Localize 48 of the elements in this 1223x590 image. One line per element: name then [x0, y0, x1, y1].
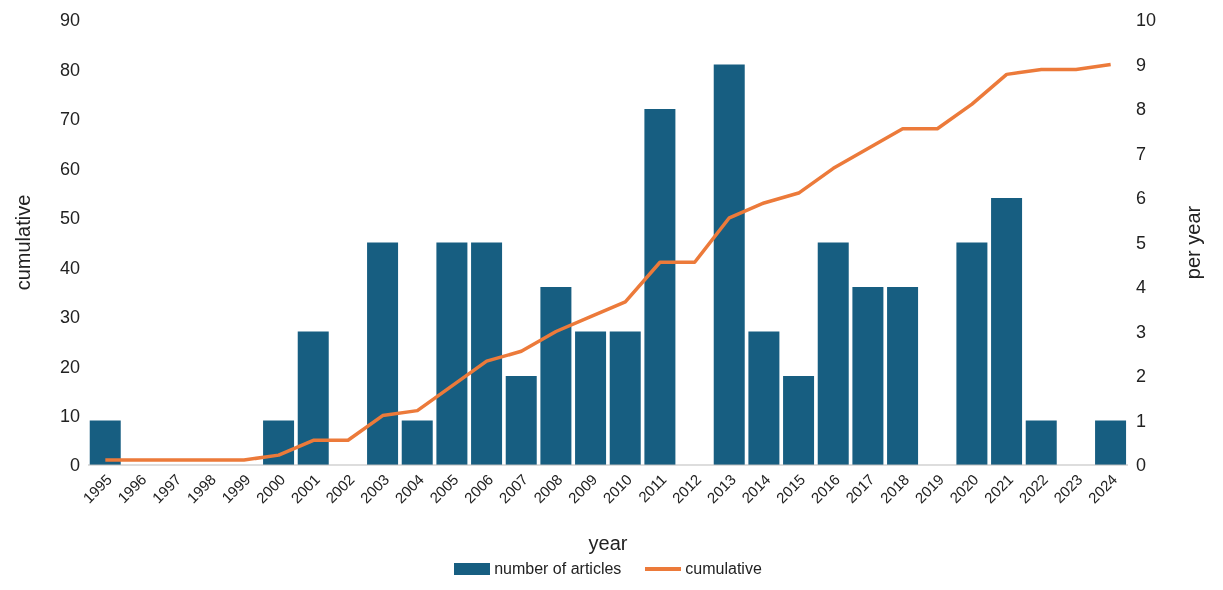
bar	[783, 376, 815, 465]
bar	[991, 198, 1023, 465]
bar	[644, 109, 676, 465]
y-tick-label: 60	[59, 158, 80, 179]
bar	[505, 376, 537, 465]
bar	[817, 242, 849, 465]
y-tick-label: 50	[59, 208, 80, 229]
y2-tick-label: 5	[1136, 232, 1147, 253]
bar	[367, 242, 399, 465]
bar	[1025, 420, 1057, 465]
y2-tick-label: 3	[1136, 321, 1147, 342]
bar	[1095, 420, 1127, 465]
y2-tick-label: 1	[1136, 410, 1147, 431]
y2-tick-label: 10	[1136, 10, 1157, 31]
y-tick-label: 80	[59, 59, 80, 80]
bar	[471, 242, 503, 465]
y-tick-label: 40	[59, 257, 80, 278]
bar	[887, 287, 919, 465]
y2-tick-label: 0	[1136, 455, 1147, 476]
y-tick-label: 90	[59, 10, 80, 31]
bar	[436, 242, 468, 465]
y-tick-label: 10	[59, 405, 80, 426]
bar	[297, 331, 329, 465]
bar	[540, 287, 572, 465]
line-series	[103, 62, 1113, 462]
bar	[575, 331, 607, 465]
y-axis-title: cumulative	[12, 194, 35, 291]
x-axis-title: year	[588, 532, 628, 554]
y-tick-label: 20	[59, 356, 80, 377]
legend-label: cumulative	[685, 560, 762, 578]
y-tick-label: 0	[69, 455, 80, 476]
y2-tick-label: 8	[1136, 99, 1147, 120]
bar	[401, 420, 433, 465]
legend-label: number of articles	[494, 560, 622, 578]
y2-tick-label: 4	[1136, 277, 1147, 298]
bar	[609, 331, 641, 465]
y2-axis-title: per year	[1182, 205, 1205, 280]
bar	[713, 64, 745, 465]
y-tick-label: 30	[59, 307, 80, 328]
y-tick-label: 70	[59, 109, 80, 130]
y2-tick-label: 6	[1136, 188, 1147, 209]
bar	[748, 331, 780, 465]
bar	[89, 420, 121, 465]
bar	[852, 287, 884, 465]
y2-tick-label: 9	[1136, 54, 1147, 75]
y2-tick-label: 7	[1136, 143, 1147, 164]
bar	[956, 242, 988, 465]
y2-tick-label: 2	[1136, 366, 1147, 387]
